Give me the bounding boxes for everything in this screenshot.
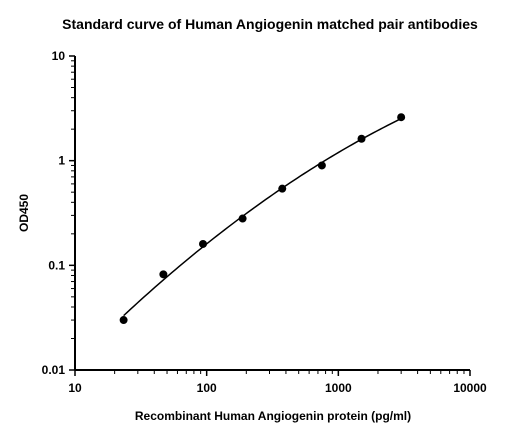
tick-labels: 10 100 1000 10000 0.01 0.1 1 10 bbox=[42, 49, 487, 395]
axes bbox=[74, 56, 470, 371]
fit-curve bbox=[123, 117, 402, 317]
axis-ticks bbox=[69, 55, 471, 376]
x-tick-label: 10 bbox=[68, 381, 82, 395]
data-point bbox=[199, 239, 208, 248]
chart-title: Standard curve of Human Angiogenin match… bbox=[62, 16, 478, 32]
data-point bbox=[238, 214, 247, 223]
data-point bbox=[278, 184, 287, 193]
data-point bbox=[317, 161, 326, 170]
x-tick-label: 1000 bbox=[325, 381, 352, 395]
data-point bbox=[397, 113, 406, 122]
data-points bbox=[119, 113, 406, 325]
y-tick-label: 0.01 bbox=[42, 363, 66, 377]
x-tick-label: 10000 bbox=[453, 381, 487, 395]
y-axis-title: OD450 bbox=[17, 194, 31, 232]
data-point bbox=[159, 270, 168, 279]
data-point bbox=[357, 134, 366, 143]
x-axis-title: Recombinant Human Angiogenin protein (pg… bbox=[135, 409, 411, 423]
x-tick-label: 100 bbox=[197, 381, 217, 395]
y-tick-label: 0.1 bbox=[48, 258, 65, 272]
y-tick-label: 1 bbox=[58, 154, 65, 168]
y-tick-label: 10 bbox=[52, 49, 66, 63]
data-point bbox=[119, 316, 128, 325]
